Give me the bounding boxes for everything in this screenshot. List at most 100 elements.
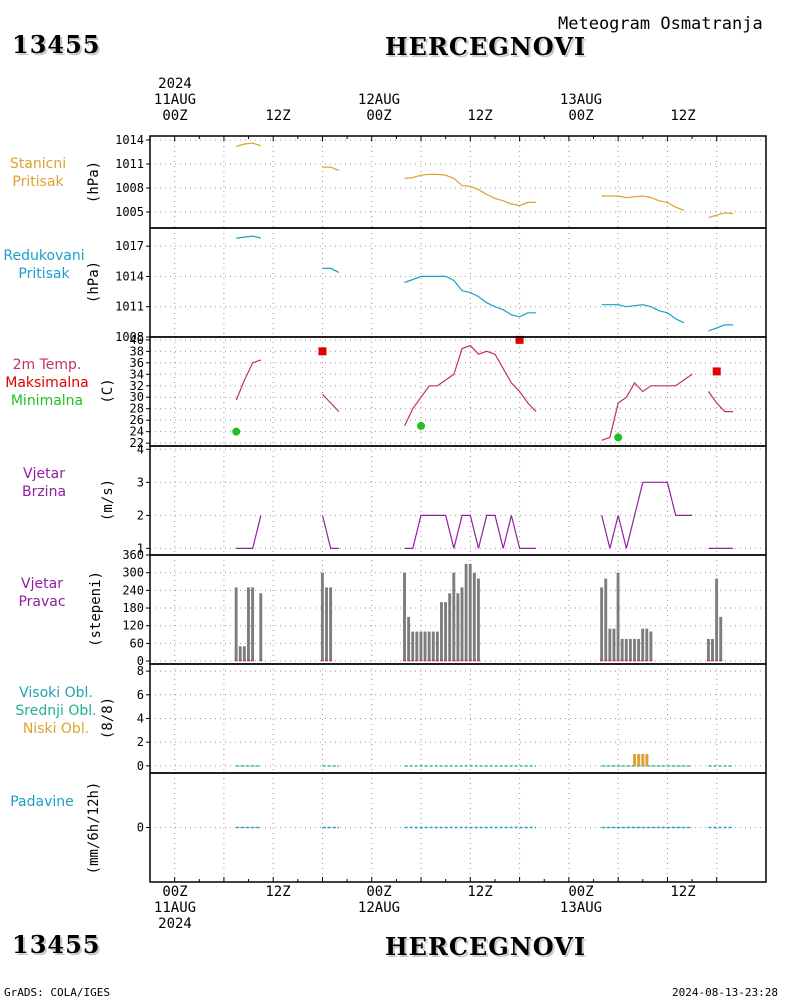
wind-direction-bar <box>468 563 472 662</box>
y-tick-label: 38 <box>130 344 144 358</box>
wind-direction-bar <box>234 587 238 662</box>
wind-direction-bar <box>435 631 439 662</box>
y-tick-label: 120 <box>122 619 144 633</box>
frame-layer <box>146 135 767 883</box>
low-cloud-bar <box>637 754 641 766</box>
wind-direction-bar <box>637 638 641 662</box>
reduced-pressure-unit: (hPa) <box>86 261 102 303</box>
wind-direction-bar <box>620 638 624 662</box>
y-tick-label: 1011 <box>115 300 144 314</box>
wind-direction-bar <box>624 638 628 662</box>
y-tick-label: 28 <box>130 402 144 416</box>
temperature-series-line <box>235 359 262 401</box>
station_pressure-series-line <box>322 166 340 171</box>
reduced_pressure-series-line <box>322 267 340 273</box>
temperature-label: 2m Temp. Maksimalna Minimalna <box>5 357 89 409</box>
wind-direction-bar <box>464 563 468 662</box>
wind-direction-bar <box>604 578 608 662</box>
precipitation-label: Padavine <box>10 794 74 810</box>
station-name: HERCEGNOVI <box>385 32 587 61</box>
reduced-pressure-label: Redukovani Pritisak <box>3 248 85 282</box>
wind-direction-bar <box>719 616 723 662</box>
wind-direction-bar <box>476 578 480 662</box>
wind-direction-bar <box>242 646 246 662</box>
y-tick-label: 4 <box>137 712 144 726</box>
y-tick-label: 2 <box>137 735 144 749</box>
wind_speed-series-line <box>404 514 536 550</box>
y-tick-label: 180 <box>122 601 144 615</box>
wind-direction-bar <box>329 587 333 662</box>
reduced_pressure-series-line <box>236 235 262 239</box>
station-name-bottom: HERCEGNOVI <box>385 932 587 961</box>
y-tick-label: 1008 <box>115 330 144 344</box>
y-tick-label: 60 <box>130 636 144 650</box>
temperature-series-line <box>404 344 537 427</box>
temperature-series-line <box>601 373 693 441</box>
top-time-label-0: 2024 11AUG 00Z <box>153 76 197 124</box>
wind-direction-bar <box>448 593 452 662</box>
temperature-unit: (C) <box>100 378 116 403</box>
y-tick-label: 300 <box>122 566 144 580</box>
y-tick-label: 360 <box>122 548 144 562</box>
bottom-time-label-5: 12Z <box>670 884 696 900</box>
wind-direction-bar <box>608 628 612 662</box>
grid-layer <box>150 136 766 882</box>
wind-direction-unit: (stepeni) <box>88 571 104 647</box>
footer-timestamp: 2024-08-13-23:28 <box>672 986 778 999</box>
precipitation-frame <box>149 772 767 883</box>
wind-speed-unit: (m/s) <box>100 479 116 521</box>
wind-direction-bar <box>472 572 476 662</box>
wind-direction-bar <box>320 572 324 662</box>
y-tick-label: 1 <box>137 541 144 555</box>
wind-direction-bar <box>431 631 435 662</box>
wind_speed-series-line <box>601 481 693 549</box>
wind-direction-bar <box>641 628 645 662</box>
low-cloud-bar <box>645 754 649 766</box>
top-time-label-5: 12Z <box>670 108 696 124</box>
wind-direction-bar <box>452 572 456 662</box>
wind-direction-bar <box>600 587 604 662</box>
min-temp-marker <box>232 427 241 436</box>
reduced_pressure-series-line <box>601 304 685 324</box>
y-tick-label: 1014 <box>115 133 144 147</box>
y-tick-label: 1011 <box>115 157 144 171</box>
y-tick-label: 32 <box>130 379 144 393</box>
temperature-series-line <box>708 391 734 413</box>
bottom-time-label-1: 12Z <box>265 884 291 900</box>
y-tick-label: 1008 <box>115 181 144 195</box>
meteogram-title: Meteogram Osmatranja <box>558 14 763 34</box>
wind-direction-bar <box>444 602 448 662</box>
wind-direction-bar <box>238 646 242 662</box>
y-tick-label: 8 <box>137 664 144 678</box>
station-pressure-label: Stanicni Pritisak <box>9 156 67 190</box>
wind-speed-label: Vjetar Brzina <box>21 466 67 500</box>
wind-direction-bar <box>612 628 616 662</box>
top-time-label-3: 12Z <box>467 108 493 124</box>
min-temp-marker <box>417 421 426 430</box>
y-tick-label: 22 <box>130 436 144 450</box>
y-tick-label: 1017 <box>115 239 144 253</box>
top-time-label-2: 12AUG 00Z <box>357 92 401 124</box>
wind-direction-bar <box>423 631 427 662</box>
bottom-time-label-3: 12Z <box>467 884 493 900</box>
reduced_pressure-frame <box>149 227 767 338</box>
wind-direction-bar <box>411 631 415 662</box>
low-cloud-bar <box>633 754 637 766</box>
bottom-time-label-2: 00Z 12AUG <box>357 884 401 916</box>
min-temp-marker <box>614 433 623 442</box>
wind-direction-bar <box>251 587 255 662</box>
bottom-time-label-0: 00Z 11AUG 2024 <box>153 884 197 932</box>
y-tick-label: 0 <box>137 759 144 773</box>
y-tick-label: 0 <box>137 821 144 835</box>
station_pressure-series-line <box>404 173 536 207</box>
label-layer: (hPa) (hPa) (C) (m/s) (stepeni) (8/8) (m… <box>86 133 144 874</box>
wind-direction-bar <box>645 628 649 662</box>
wind-direction-bar <box>628 638 632 662</box>
bottom-time-label-4: 00Z 13AUG <box>559 884 603 916</box>
station_pressure-series-line <box>708 212 734 219</box>
wind-direction-bar <box>460 587 464 662</box>
wind_speed-series-line <box>236 515 262 550</box>
y-tick-label: 1014 <box>115 269 144 283</box>
wind-direction-bar <box>440 602 443 662</box>
y-tick-label: 24 <box>130 425 144 439</box>
